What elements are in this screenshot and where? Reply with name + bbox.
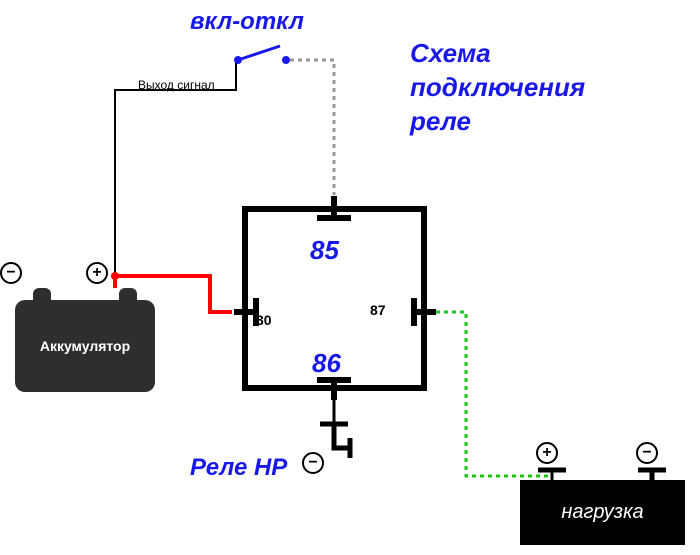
battery-nub-right [119,288,137,300]
battery-nub-left [33,288,51,300]
battery-label: Аккумулятор [40,338,130,354]
switch-label: вкл-откл [190,8,304,36]
diagram-canvas: Аккумулятор нагрузка вкл-откл Схема подк… [0,0,700,555]
pin-85-label: 85 [310,235,339,266]
battery-plus-icon: + [86,262,108,284]
pin-87-label: 87 [370,302,386,318]
load-box: нагрузка [520,480,685,545]
title-line2: подключения [410,72,585,103]
relay-name-label: Реле HP [190,454,287,482]
pin-86-label: 86 [312,348,341,379]
load-label: нагрузка [561,501,643,524]
pin-30-label: 30 [256,312,272,328]
signal-out-label: Выход сигнал [138,78,215,92]
relay-ground-minus-icon: − [302,452,324,474]
battery-minus-icon: − [0,262,22,284]
load-minus-icon: − [636,442,658,464]
battery: Аккумулятор [15,300,155,392]
title-line1: Схема [410,38,491,69]
title-line3: реле [410,106,471,137]
load-plus-icon: + [536,442,558,464]
